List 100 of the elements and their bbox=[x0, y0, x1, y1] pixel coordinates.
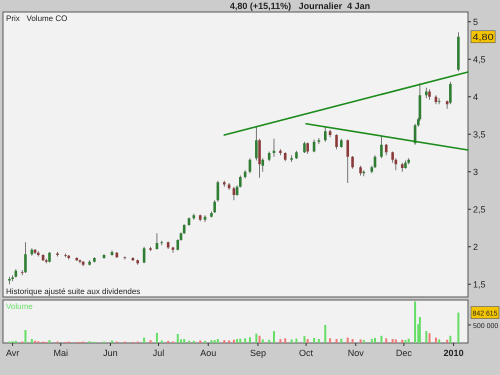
bar bbox=[457, 312, 460, 343]
bar bbox=[380, 336, 382, 343]
bar bbox=[446, 340, 448, 343]
bar bbox=[156, 332, 158, 343]
x-tick-label: Nov bbox=[348, 348, 364, 358]
bar bbox=[258, 336, 261, 343]
bar bbox=[385, 338, 388, 343]
bar bbox=[401, 340, 404, 343]
x-tick-label: Jul bbox=[152, 348, 164, 358]
y-tick-label: 4,5 bbox=[473, 54, 486, 64]
bar bbox=[30, 339, 33, 343]
bar bbox=[329, 338, 332, 343]
bar bbox=[268, 340, 270, 343]
bar bbox=[306, 339, 309, 343]
y-tick-label: 5 bbox=[473, 16, 478, 27]
candlestick bbox=[248, 158, 252, 174]
bar bbox=[313, 338, 316, 343]
candlestick bbox=[449, 81, 452, 105]
annotation: Prix Volume CO bbox=[6, 14, 68, 23]
bar bbox=[279, 339, 282, 343]
bar bbox=[352, 339, 354, 343]
candlestick bbox=[303, 141, 306, 154]
bar bbox=[111, 340, 114, 343]
candlestick bbox=[268, 151, 270, 162]
bar bbox=[370, 339, 373, 343]
candlestick bbox=[142, 246, 146, 264]
x-tick-label: Dec bbox=[396, 348, 412, 358]
bar bbox=[428, 333, 431, 343]
bar bbox=[272, 331, 275, 343]
candlestick bbox=[156, 232, 158, 250]
bar bbox=[324, 324, 326, 343]
candlestick bbox=[380, 136, 383, 159]
bar bbox=[255, 334, 258, 343]
x-tick-label: Oct bbox=[299, 348, 314, 358]
bar bbox=[239, 338, 242, 343]
candlestick bbox=[64, 253, 67, 258]
y-tick-label: 2,5 bbox=[473, 204, 486, 214]
x-tick-label: Jun bbox=[103, 348, 118, 358]
annotation: Historique ajusté suite aux dividendes bbox=[6, 287, 140, 296]
bar bbox=[228, 340, 230, 343]
candlestick bbox=[24, 242, 27, 274]
x-tick-label: Avr bbox=[6, 348, 20, 358]
bar bbox=[262, 339, 264, 343]
bar bbox=[303, 336, 306, 343]
candlestick bbox=[428, 88, 431, 100]
bar bbox=[434, 338, 437, 343]
candlestick bbox=[351, 156, 354, 170]
candlestick bbox=[11, 274, 14, 282]
bar bbox=[24, 330, 26, 343]
chart-title: Volume bbox=[6, 302, 34, 311]
candlestick bbox=[272, 138, 276, 158]
bar bbox=[340, 338, 342, 343]
bar bbox=[295, 338, 298, 343]
bar bbox=[425, 331, 428, 343]
candlestick bbox=[335, 134, 338, 150]
y-tick-label: 4 bbox=[473, 92, 478, 102]
candlestick bbox=[324, 126, 327, 142]
candlestick bbox=[425, 87, 428, 99]
bar bbox=[438, 339, 440, 343]
x-tick-label: Sep bbox=[250, 348, 266, 358]
candlestick bbox=[290, 154, 293, 162]
bar bbox=[176, 334, 179, 343]
bar bbox=[232, 340, 235, 343]
bar bbox=[394, 339, 397, 343]
y-tick-label: 1,5 bbox=[473, 279, 486, 290]
bar bbox=[336, 339, 338, 343]
bar bbox=[414, 301, 416, 343]
bar bbox=[199, 340, 202, 343]
bar bbox=[143, 338, 146, 343]
bar bbox=[160, 340, 163, 343]
x-tick-label: 2010 bbox=[444, 348, 464, 358]
bar bbox=[449, 336, 452, 343]
candlestick bbox=[8, 276, 11, 285]
candlestick bbox=[312, 139, 316, 153]
candlestick bbox=[384, 144, 388, 156]
x-tick-label: Aou bbox=[200, 348, 216, 358]
bar bbox=[362, 340, 365, 343]
candlestick bbox=[232, 186, 236, 201]
y-tick-label: 2 bbox=[473, 242, 478, 252]
bar bbox=[318, 339, 320, 343]
candlestick bbox=[216, 180, 220, 202]
bar bbox=[284, 338, 286, 343]
bar bbox=[408, 338, 410, 343]
candlestick bbox=[306, 142, 309, 154]
candlestick bbox=[258, 138, 261, 178]
bar bbox=[236, 339, 238, 343]
candlestick bbox=[318, 138, 320, 144]
text: 4,80 bbox=[472, 32, 494, 42]
bar bbox=[360, 339, 362, 343]
bar bbox=[248, 337, 251, 343]
chart-title: 4,80 (+15,11%) Journalier 4 Jan bbox=[230, 1, 370, 11]
bar bbox=[392, 339, 394, 343]
y-tick-label: 3,5 bbox=[473, 129, 486, 140]
bar bbox=[346, 338, 349, 343]
bar bbox=[216, 339, 219, 343]
bar bbox=[404, 340, 406, 343]
y-tick-label: 3 bbox=[473, 166, 478, 177]
bar bbox=[374, 338, 376, 343]
bar bbox=[244, 338, 246, 343]
candlestick bbox=[255, 126, 258, 161]
